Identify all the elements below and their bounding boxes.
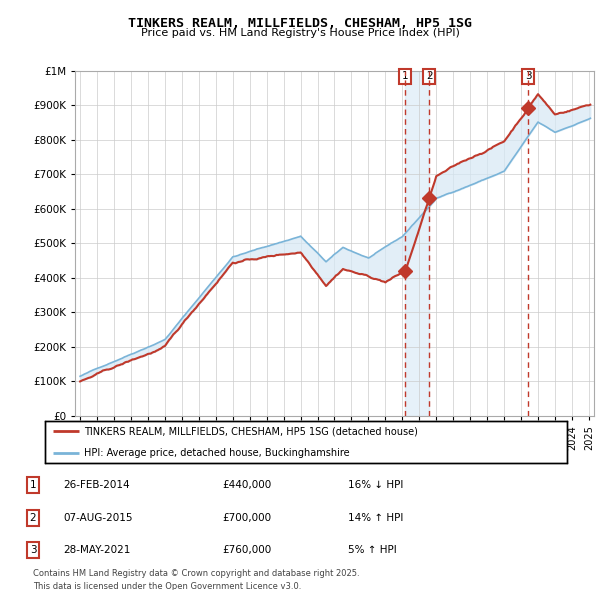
Text: 3: 3 [29, 545, 37, 555]
Text: £440,000: £440,000 [222, 480, 271, 490]
Text: 07-AUG-2015: 07-AUG-2015 [63, 513, 133, 523]
Text: 14% ↑ HPI: 14% ↑ HPI [348, 513, 403, 523]
Text: Price paid vs. HM Land Registry's House Price Index (HPI): Price paid vs. HM Land Registry's House … [140, 28, 460, 38]
Text: £700,000: £700,000 [222, 513, 271, 523]
Text: £760,000: £760,000 [222, 545, 271, 555]
Text: 3: 3 [525, 71, 532, 81]
Text: 5% ↑ HPI: 5% ↑ HPI [348, 545, 397, 555]
Text: 2: 2 [426, 71, 433, 81]
Text: 26-FEB-2014: 26-FEB-2014 [63, 480, 130, 490]
Bar [405, 71, 429, 416]
Text: 1: 1 [29, 480, 37, 490]
Text: This data is licensed under the Open Government Licence v3.0.: This data is licensed under the Open Gov… [33, 582, 301, 590]
Text: Contains HM Land Registry data © Crown copyright and database right 2025.: Contains HM Land Registry data © Crown c… [33, 569, 359, 578]
Text: TINKERS REALM, MILLFIELDS, CHESHAM, HP5 1SG (detached house): TINKERS REALM, MILLFIELDS, CHESHAM, HP5 … [84, 427, 418, 436]
Text: 28-MAY-2021: 28-MAY-2021 [63, 545, 130, 555]
Text: 1: 1 [401, 71, 408, 81]
Text: 16% ↓ HPI: 16% ↓ HPI [348, 480, 403, 490]
Text: HPI: Average price, detached house, Buckinghamshire: HPI: Average price, detached house, Buck… [84, 448, 350, 457]
Text: 2: 2 [29, 513, 37, 523]
Text: TINKERS REALM, MILLFIELDS, CHESHAM, HP5 1SG: TINKERS REALM, MILLFIELDS, CHESHAM, HP5 … [128, 17, 472, 30]
